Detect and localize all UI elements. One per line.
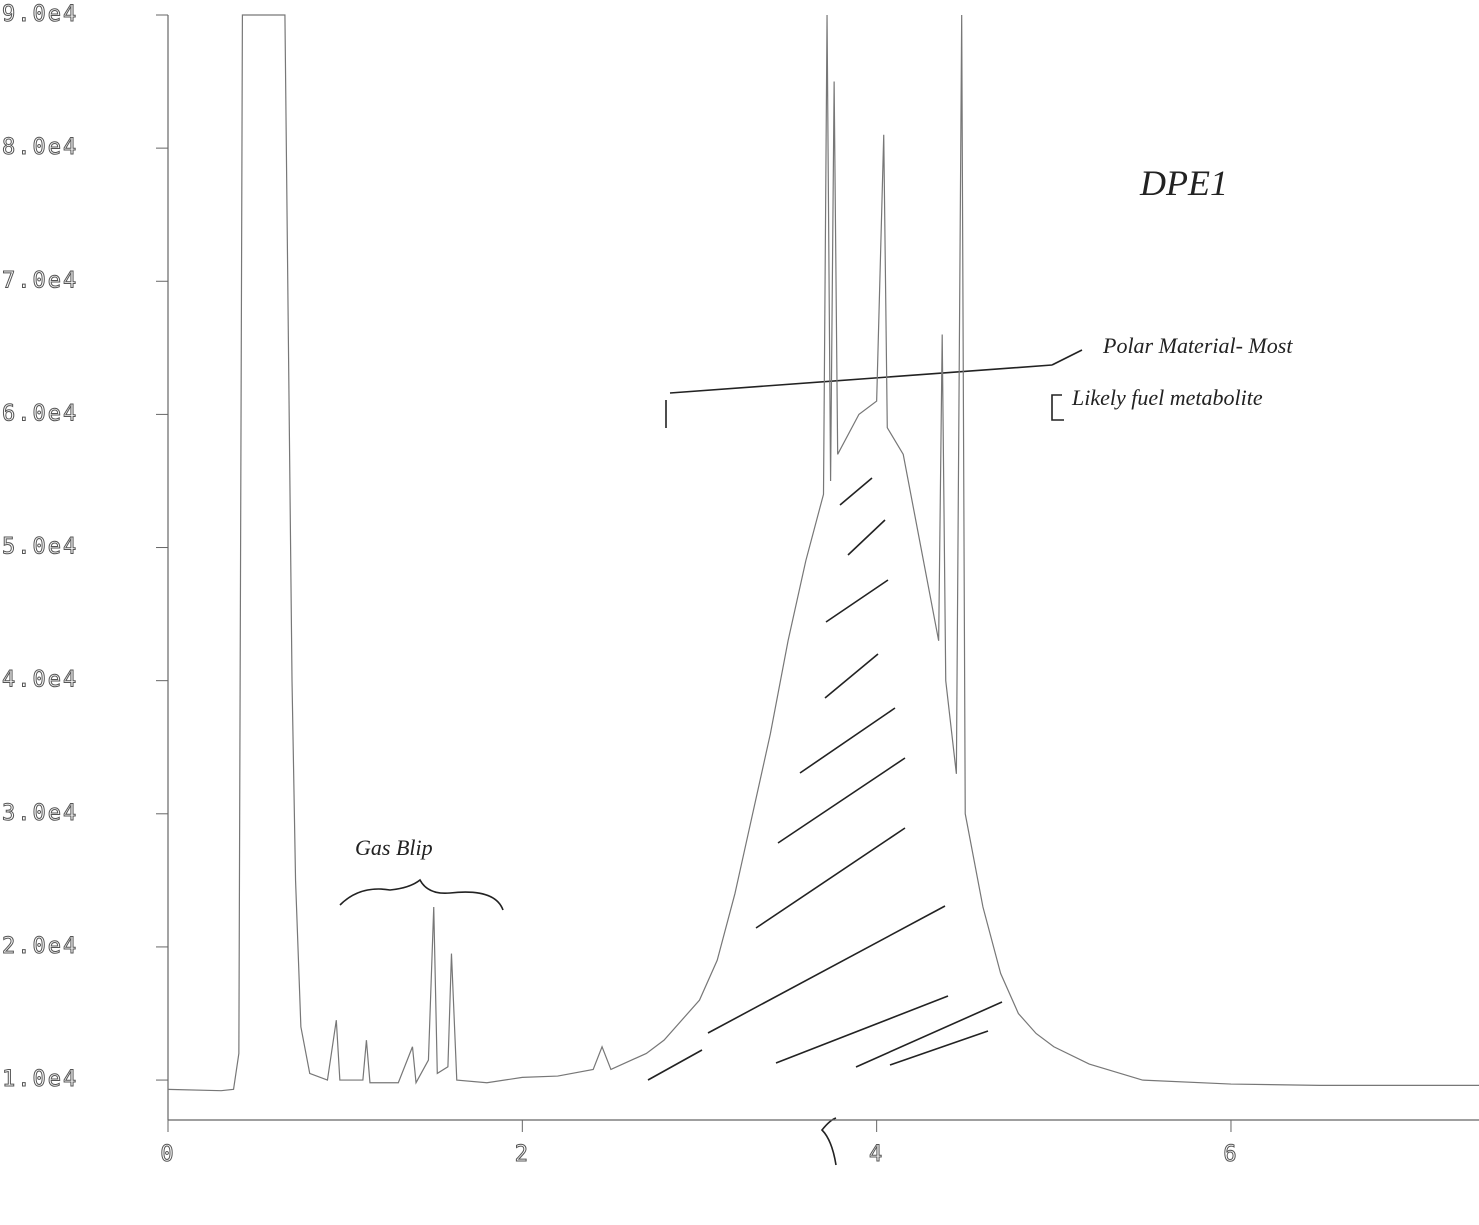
y-tick-label: 5.0e4 xyxy=(2,535,78,560)
y-tick-label: 7.0e4 xyxy=(2,268,78,293)
hatching xyxy=(339,0,1479,1166)
annotation: Polar Material- Most xyxy=(1102,333,1293,358)
x-tick-label: 4 xyxy=(869,1142,884,1167)
y-tick-label: 8.0e4 xyxy=(2,135,78,160)
x-tick-label: 0 xyxy=(160,1142,175,1167)
y-tick-label: 9.0e4 xyxy=(2,2,78,27)
line-series xyxy=(167,14,1479,1092)
x-tick-label: 6 xyxy=(1223,1142,1238,1167)
annotation: Gas Blip xyxy=(355,835,433,860)
y-tick-label: 3.0e4 xyxy=(2,801,78,826)
annotation: Likely fuel metabolite xyxy=(1071,385,1263,410)
x-tick-label: 2 xyxy=(515,1142,530,1167)
y-tick-label: 4.0e4 xyxy=(2,668,78,693)
y-tick-label: 2.0e4 xyxy=(2,934,78,959)
y-tick-label: 6.0e4 xyxy=(2,401,78,426)
y-tick-label: 1.0e4 xyxy=(2,1067,78,1092)
annotation: DPE1 xyxy=(1139,163,1228,203)
